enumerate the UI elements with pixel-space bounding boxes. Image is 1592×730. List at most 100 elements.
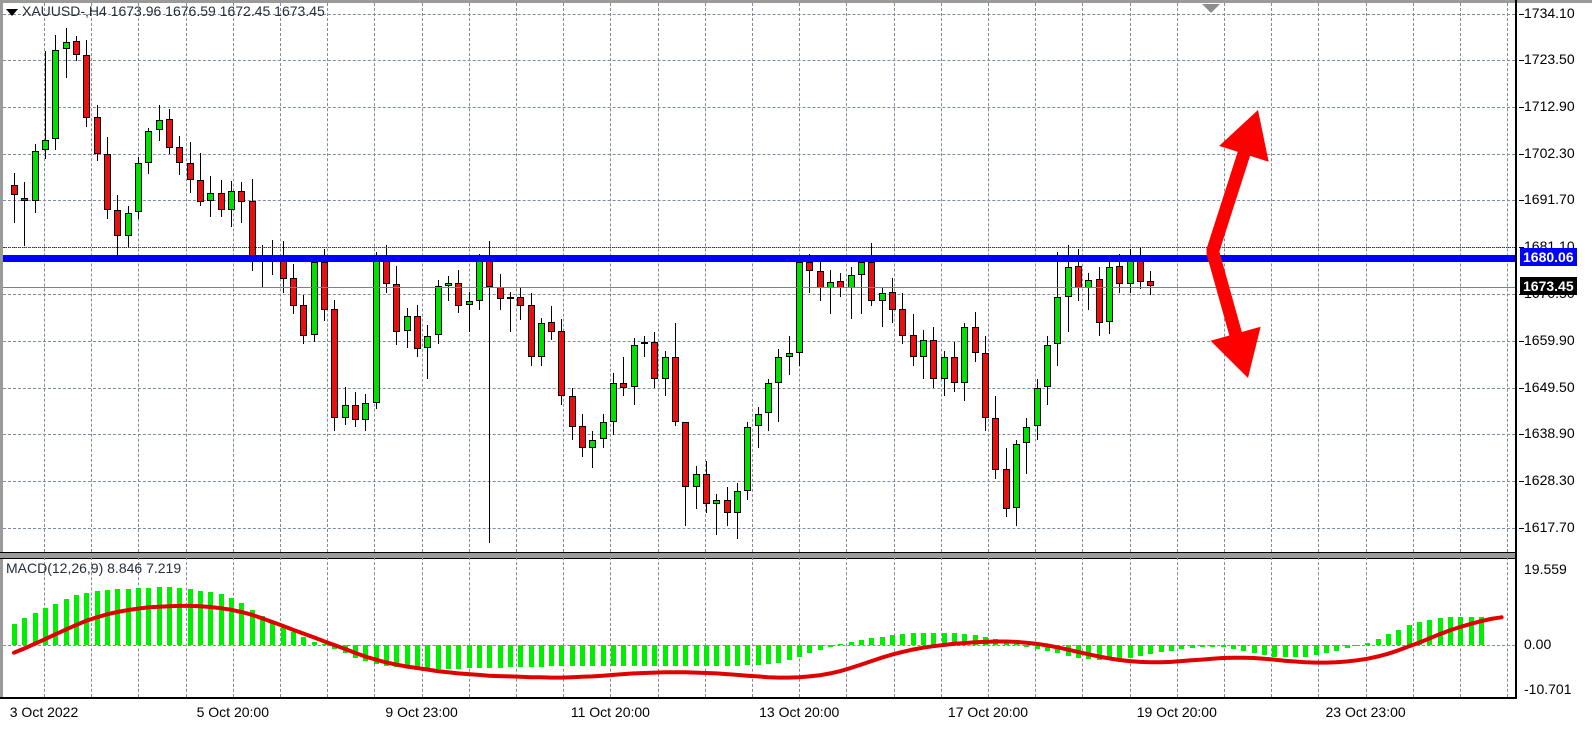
candlestick[interactable]	[445, 283, 452, 286]
candlestick[interactable]	[734, 491, 741, 513]
candlestick[interactable]	[32, 150, 39, 202]
candlestick[interactable]	[817, 270, 824, 289]
candlestick[interactable]	[1023, 426, 1030, 444]
candlestick[interactable]	[868, 261, 875, 302]
candlestick[interactable]	[992, 417, 999, 470]
candlestick[interactable]	[21, 197, 28, 201]
candlestick[interactable]	[713, 500, 720, 504]
candlestick[interactable]	[589, 439, 596, 448]
candlestick[interactable]	[476, 258, 483, 301]
candlestick[interactable]	[620, 382, 627, 388]
candlestick[interactable]	[889, 292, 896, 310]
candlestick[interactable]	[982, 352, 989, 418]
candlestick[interactable]	[610, 383, 617, 422]
candlestick[interactable]	[806, 261, 813, 271]
candlestick[interactable]	[135, 162, 142, 213]
candlestick[interactable]	[1044, 344, 1051, 388]
candlestick[interactable]	[1116, 266, 1123, 284]
candlestick[interactable]	[1065, 266, 1072, 297]
candlestick[interactable]	[321, 261, 328, 310]
symbol-header[interactable]: XAUUSD-,H4 1673.96 1676.59 1672.45 1673.…	[6, 3, 325, 19]
candlestick[interactable]	[538, 322, 545, 358]
candlestick[interactable]	[73, 41, 80, 55]
resistance-price-badge[interactable]: 1680.06	[1520, 248, 1577, 266]
candlestick[interactable]	[290, 278, 297, 306]
candlestick[interactable]	[238, 190, 245, 202]
candlestick[interactable]	[558, 331, 565, 397]
candlestick[interactable]	[342, 405, 349, 418]
candlestick[interactable]	[651, 341, 658, 380]
candlestick[interactable]	[920, 340, 927, 358]
candlestick[interactable]	[951, 357, 958, 384]
candlestick[interactable]	[207, 193, 214, 202]
candlestick[interactable]	[1075, 266, 1082, 289]
candlestick[interactable]	[879, 292, 886, 301]
candlestick[interactable]	[1147, 281, 1154, 287]
candlestick[interactable]	[114, 210, 121, 237]
candlestick[interactable]	[1106, 266, 1113, 323]
candlestick[interactable]	[187, 162, 194, 181]
candlestick[interactable]	[899, 309, 906, 336]
candlestick[interactable]	[858, 262, 865, 275]
candlestick[interactable]	[930, 339, 937, 380]
candlestick[interactable]	[1013, 443, 1020, 509]
macd-header[interactable]: MACD(12,26,9) 8.846 7.219	[6, 560, 181, 576]
candlestick[interactable]	[83, 55, 90, 118]
candlestick[interactable]	[548, 322, 555, 332]
candlestick[interactable]	[63, 41, 70, 50]
candlestick[interactable]	[300, 305, 307, 336]
candlestick[interactable]	[373, 255, 380, 403]
candlestick[interactable]	[455, 282, 462, 306]
candlestick[interactable]	[528, 305, 535, 358]
candlestick[interactable]	[672, 357, 679, 423]
candlestick[interactable]	[424, 335, 431, 349]
candlestick[interactable]	[156, 119, 163, 131]
candlestick[interactable]	[497, 287, 504, 300]
candlestick[interactable]	[404, 316, 411, 332]
candlestick[interactable]	[569, 395, 576, 427]
candlestick[interactable]	[662, 357, 669, 379]
candlestick[interactable]	[600, 422, 607, 440]
macd-indicator-pane[interactable]	[3, 557, 1515, 697]
candlestick[interactable]	[682, 421, 689, 488]
candlestick[interactable]	[775, 357, 782, 383]
candlestick[interactable]	[466, 301, 473, 306]
current-price-badge[interactable]: 1673.45	[1520, 277, 1577, 295]
candlestick[interactable]	[796, 262, 803, 353]
candlestick[interactable]	[693, 474, 700, 487]
candlestick[interactable]	[52, 49, 59, 140]
candlestick[interactable]	[414, 315, 421, 349]
candlestick[interactable]	[1096, 279, 1103, 323]
candlestick[interactable]	[765, 383, 772, 414]
candlestick[interactable]	[176, 147, 183, 163]
candlestick[interactable]	[249, 201, 256, 263]
candlestick[interactable]	[435, 286, 442, 336]
candlestick[interactable]	[786, 353, 793, 358]
candlestick[interactable]	[517, 296, 524, 306]
candlestick[interactable]	[311, 262, 318, 336]
candlestick[interactable]	[125, 212, 132, 236]
candlestick[interactable]	[972, 326, 979, 354]
candlestick[interactable]	[352, 404, 359, 421]
resistance-line[interactable]	[3, 255, 1515, 262]
candlestick[interactable]	[755, 413, 762, 427]
triangle-down-icon[interactable]	[6, 8, 18, 16]
candlestick[interactable]	[145, 130, 152, 163]
candlestick[interactable]	[941, 357, 948, 379]
price-chart-pane[interactable]	[3, 3, 1515, 552]
price-axis[interactable]: 1734.10 1723.50 1712.90 1702.30 1691.70 1681.…	[1519, 0, 1592, 700]
candlestick[interactable]	[218, 192, 225, 211]
candlestick[interactable]	[331, 309, 338, 418]
candlestick[interactable]	[486, 257, 493, 288]
candlestick[interactable]	[703, 473, 710, 505]
candlestick[interactable]	[744, 426, 751, 492]
candlestick[interactable]	[1054, 296, 1061, 345]
candlestick[interactable]	[94, 117, 101, 155]
candlestick[interactable]	[228, 191, 235, 211]
candlestick[interactable]	[166, 119, 173, 148]
candlestick[interactable]	[11, 184, 18, 196]
candlestick[interactable]	[631, 344, 638, 388]
candlestick[interactable]	[507, 296, 514, 299]
candlestick[interactable]	[1003, 469, 1010, 509]
candlestick[interactable]	[641, 342, 648, 345]
